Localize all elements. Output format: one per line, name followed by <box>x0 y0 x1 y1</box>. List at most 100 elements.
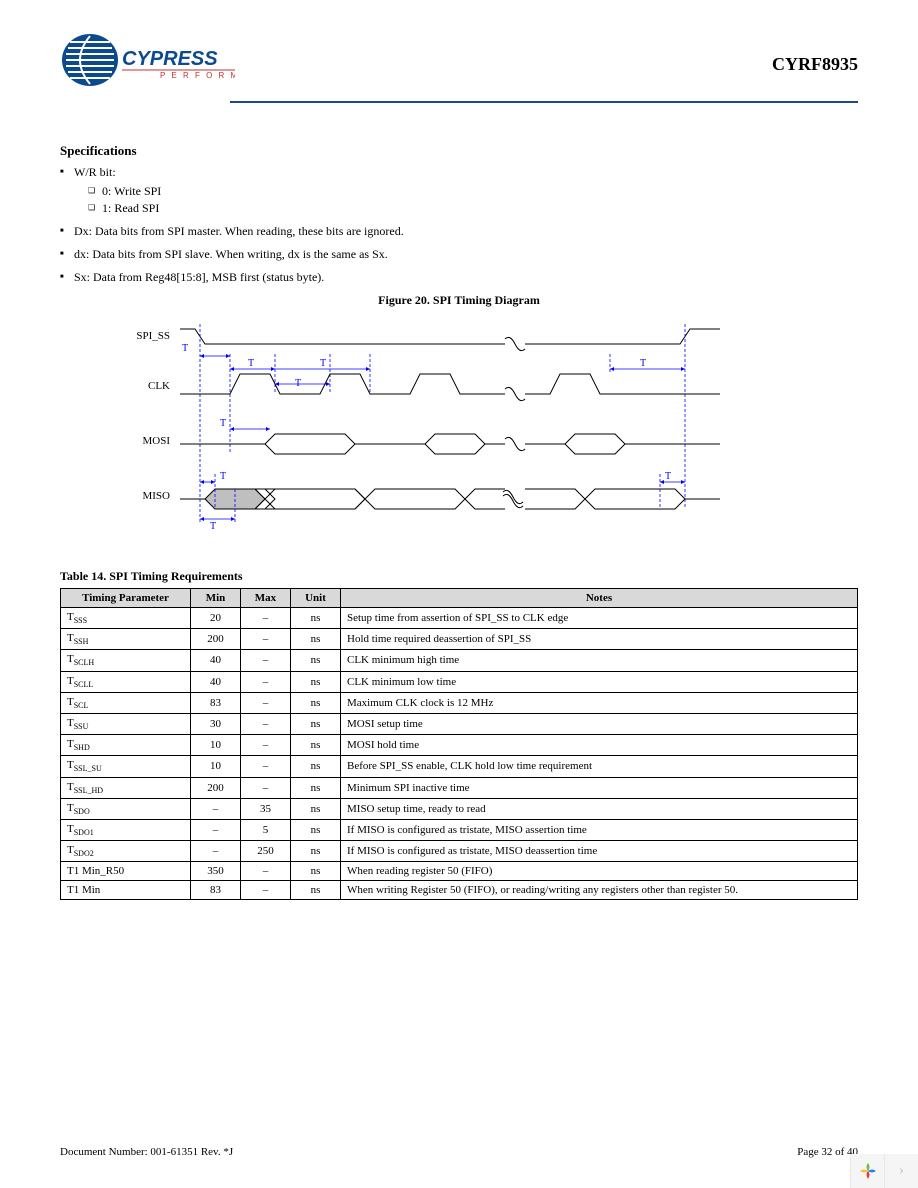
table-cell-max: – <box>241 650 291 671</box>
signal-label-mosi: MOSI <box>142 435 170 447</box>
table-col-header: Timing Parameter <box>61 589 191 608</box>
table-cell-max: – <box>241 777 291 798</box>
timing-label: T <box>220 418 226 429</box>
brand-logo: CYPRESS P E R F O R M <box>60 30 235 95</box>
timing-label: T <box>210 521 216 532</box>
figure-title: Figure 20. SPI Timing Diagram <box>60 293 858 308</box>
spec-subitem: 0: Write SPI <box>88 184 858 199</box>
timing-label: T <box>220 471 226 482</box>
table-cell-unit: ns <box>291 692 341 713</box>
table-cell-min: 30 <box>191 713 241 734</box>
next-page-button[interactable]: › <box>884 1154 918 1188</box>
table-cell-min: 40 <box>191 671 241 692</box>
part-number: CYRF8935 <box>772 54 858 75</box>
document-number: Document Number: 001-61351 Rev. *J <box>60 1146 233 1158</box>
table-cell-notes: CLK minimum high time <box>341 650 858 671</box>
table-row: TSCLH40–nsCLK minimum high time <box>61 650 858 671</box>
signal-label-spi-ss: SPI_SS <box>136 330 170 342</box>
table-cell-min: – <box>191 819 241 840</box>
table-cell-param: TSCLH <box>61 650 191 671</box>
table-header-row: Timing Parameter Min Max Unit Notes <box>61 589 858 608</box>
table-cell-unit: ns <box>291 650 341 671</box>
chevron-right-icon: › <box>899 1163 904 1179</box>
table-cell-max: – <box>241 671 291 692</box>
timing-label: T <box>248 358 254 369</box>
table-col-header: Unit <box>291 589 341 608</box>
timing-label: T <box>182 343 188 354</box>
table-col-header: Min <box>191 589 241 608</box>
table-cell-max: – <box>241 629 291 650</box>
spec-item: W/R bit: 0: Write SPI 1: Read SPI <box>60 165 858 216</box>
table-cell-notes: Hold time required deassertion of SPI_SS <box>341 629 858 650</box>
table-cell-max: 5 <box>241 819 291 840</box>
table-cell-max: – <box>241 756 291 777</box>
table-cell-unit: ns <box>291 819 341 840</box>
table-row: TSDO2–250nsIf MISO is configured as tris… <box>61 841 858 862</box>
table-cell-notes: MISO setup time, ready to read <box>341 798 858 819</box>
table-cell-param: TSDO <box>61 798 191 819</box>
table-cell-notes: Maximum CLK clock is 12 MHz <box>341 692 858 713</box>
table-cell-min: 40 <box>191 650 241 671</box>
table-cell-max: – <box>241 692 291 713</box>
table-row: T1 Min_R50350–nsWhen reading register 50… <box>61 862 858 881</box>
table-cell-param: TSHD <box>61 735 191 756</box>
brand-name-text: CYPRESS <box>122 48 218 70</box>
table-cell-unit: ns <box>291 777 341 798</box>
table-row: TSHD10–nsMOSI hold time <box>61 735 858 756</box>
page-footer: Document Number: 001-61351 Rev. *J Page … <box>60 1146 858 1158</box>
table-cell-unit: ns <box>291 629 341 650</box>
table-row: TSSL_HD200–nsMinimum SPI inactive time <box>61 777 858 798</box>
table-cell-max: – <box>241 862 291 881</box>
table-cell-notes: When writing Register 50 (FIFO), or read… <box>341 881 858 900</box>
table-cell-max: – <box>241 735 291 756</box>
table-cell-notes: MOSI hold time <box>341 735 858 756</box>
table-cell-unit: ns <box>291 798 341 819</box>
table-cell-unit: ns <box>291 756 341 777</box>
table-cell-unit: ns <box>291 862 341 881</box>
table-cell-unit: ns <box>291 841 341 862</box>
table-col-header: Max <box>241 589 291 608</box>
table-cell-param: TSSH <box>61 629 191 650</box>
corner-logo-icon[interactable] <box>850 1154 884 1188</box>
table-title: Table 14. SPI Timing Requirements <box>60 569 858 584</box>
table-cell-param: TSSS <box>61 608 191 629</box>
table-cell-param: TSDO1 <box>61 819 191 840</box>
table-cell-param: T1 Min <box>61 881 191 900</box>
table-cell-max: – <box>241 608 291 629</box>
table-cell-min: 350 <box>191 862 241 881</box>
table-cell-param: T1 Min_R50 <box>61 862 191 881</box>
brand-tagline-text: P E R F O R M <box>160 71 235 80</box>
cypress-logo-icon: CYPRESS P E R F O R M <box>60 30 235 95</box>
spec-item: dx: Data bits from SPI slave. When writi… <box>60 247 858 262</box>
spec-item: Dx: Data bits from SPI master. When read… <box>60 224 858 239</box>
table-cell-min: 200 <box>191 629 241 650</box>
table-col-header: Notes <box>341 589 858 608</box>
spec-subitem: 1: Read SPI <box>88 201 858 216</box>
table-cell-param: TSDO2 <box>61 841 191 862</box>
spec-item-text: W/R bit: <box>74 165 116 179</box>
table-row: T1 Min83–nsWhen writing Register 50 (FIF… <box>61 881 858 900</box>
corner-widget: › <box>850 1154 918 1188</box>
table-cell-min: – <box>191 798 241 819</box>
table-row: TSCLL40–nsCLK minimum low time <box>61 671 858 692</box>
table-cell-notes: MOSI setup time <box>341 713 858 734</box>
table-cell-max: 35 <box>241 798 291 819</box>
timing-label: T <box>320 358 326 369</box>
table-row: TSSL_SU10–nsBefore SPI_SS enable, CLK ho… <box>61 756 858 777</box>
table-row: TSDO–35nsMISO setup time, ready to read <box>61 798 858 819</box>
table-cell-min: 83 <box>191 881 241 900</box>
table-cell-min: 200 <box>191 777 241 798</box>
page-number: Page 32 of 40 <box>797 1146 858 1158</box>
table-cell-max: – <box>241 881 291 900</box>
table-cell-param: TSSU <box>61 713 191 734</box>
table-cell-param: TSSL_SU <box>61 756 191 777</box>
signal-label-miso: MISO <box>142 490 170 502</box>
specifications-title: Specifications <box>60 143 858 159</box>
page-header: CYPRESS P E R F O R M CYRF8935 <box>60 30 858 95</box>
table-cell-max: 250 <box>241 841 291 862</box>
timing-label: T <box>665 471 671 482</box>
table-cell-param: TSCL <box>61 692 191 713</box>
table-cell-unit: ns <box>291 608 341 629</box>
table-cell-min: 10 <box>191 756 241 777</box>
spec-item: Sx: Data from Reg48[15:8], MSB first (st… <box>60 270 858 285</box>
